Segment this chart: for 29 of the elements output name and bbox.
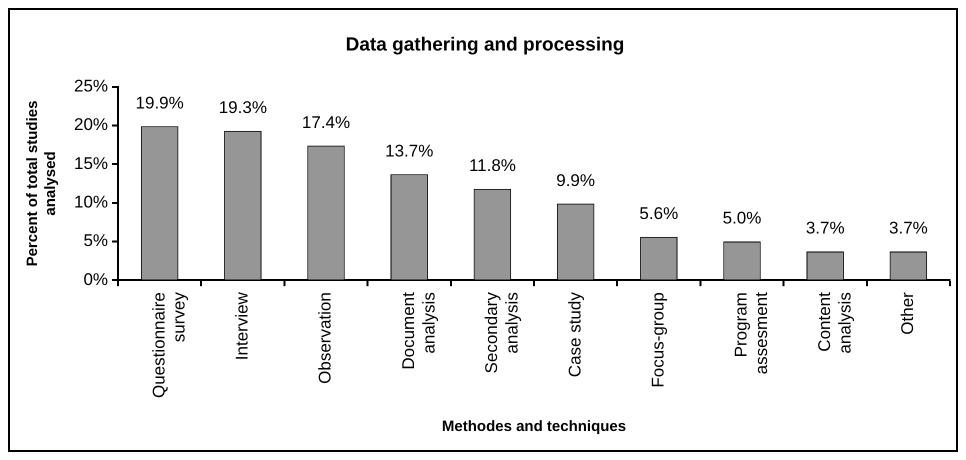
chart-title: Data gathering and processing	[346, 34, 624, 56]
y-tick-label: 25%	[74, 76, 108, 96]
y-tick-label: 10%	[74, 192, 108, 212]
data-label: 3.7%	[889, 218, 928, 238]
x-tick-label: Other	[898, 292, 918, 335]
y-tick-label: 20%	[74, 115, 108, 134]
data-label: 13.7%	[385, 141, 434, 160]
x-tick-label: Secondary analysis	[482, 292, 522, 374]
x-tick-label: Content analysis	[814, 292, 854, 354]
y-tick-label: 15%	[74, 154, 108, 173]
x-tick-label: Focus-group	[648, 292, 668, 388]
x-tick-label: Program assesment	[732, 292, 772, 374]
data-label: 19.3%	[218, 98, 267, 118]
y-tick-label: 5%	[83, 231, 108, 250]
data-label: 19.9%	[136, 93, 184, 112]
x-axis-title: Methodes and techniques	[442, 418, 626, 436]
data-label: 3.7%	[806, 218, 845, 238]
x-tick-label: Case study	[565, 292, 584, 378]
y-tick-label: 0%	[83, 270, 108, 289]
data-label: 5.6%	[639, 204, 678, 224]
y-axis-title: Percent of total studies analysed	[24, 100, 60, 266]
x-tick-label: Observation	[316, 292, 335, 384]
x-tick-label: Document analysis	[398, 292, 438, 370]
data-label: 17.4%	[302, 112, 350, 132]
data-label: 11.8%	[468, 156, 516, 176]
x-tick-label: Interview	[232, 291, 252, 360]
data-label: 5.0%	[722, 208, 762, 228]
data-label: 9.9%	[556, 170, 595, 190]
x-tick-label: Questionnaire survey	[149, 292, 189, 398]
